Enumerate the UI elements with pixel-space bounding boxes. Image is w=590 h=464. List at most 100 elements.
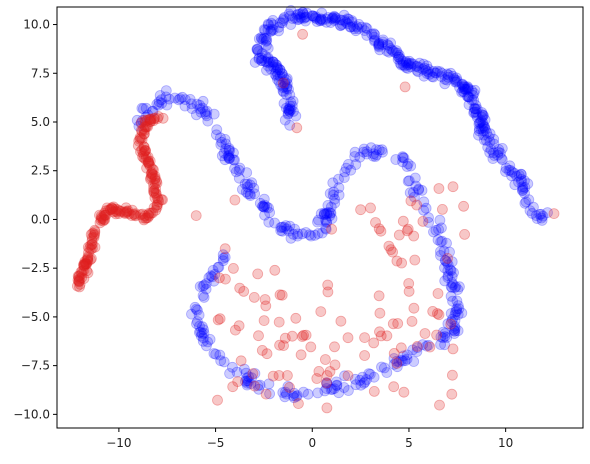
data-point: [418, 204, 430, 216]
data-point: [462, 81, 474, 93]
data-point: [212, 314, 224, 326]
data-point: [284, 119, 296, 131]
data-point: [439, 255, 451, 266]
data-point: [219, 154, 231, 166]
data-point: [368, 385, 380, 397]
data-point: [448, 73, 460, 85]
data-point: [517, 184, 528, 196]
data-point: [417, 215, 429, 227]
data-point: [338, 382, 350, 393]
data-point: [283, 225, 295, 237]
data-point: [347, 21, 359, 32]
data-point: [103, 204, 114, 216]
data-point: [452, 284, 464, 296]
data-point: [418, 196, 430, 208]
data-point: [506, 170, 518, 182]
data-point: [227, 381, 239, 393]
data-point: [280, 388, 292, 400]
data-point: [397, 56, 409, 67]
data-point: [442, 69, 454, 81]
data-point: [405, 61, 417, 73]
data-point: [173, 94, 185, 106]
data-point: [198, 291, 210, 303]
data-point: [442, 270, 454, 282]
data-point: [485, 143, 497, 155]
data-point: [320, 13, 332, 25]
data-point: [142, 151, 154, 163]
data-point: [264, 207, 276, 218]
data-point: [449, 309, 461, 321]
data-point: [315, 306, 327, 318]
data-point: [291, 390, 303, 401]
data-point: [319, 385, 331, 397]
data-point: [515, 173, 527, 185]
data-point: [326, 383, 338, 395]
data-point: [285, 232, 297, 244]
data-point: [437, 332, 449, 344]
data-point: [395, 354, 407, 366]
data-point: [331, 379, 343, 391]
data-point: [135, 124, 147, 136]
data-point: [385, 37, 397, 49]
data-point: [139, 114, 151, 126]
data-point: [345, 164, 357, 176]
data-point: [353, 18, 365, 30]
data-point: [256, 344, 268, 356]
data-point: [82, 241, 94, 253]
data-point: [283, 8, 295, 20]
data-point: [475, 115, 487, 127]
data-point: [446, 282, 458, 293]
data-point: [441, 332, 453, 343]
data-point: [381, 39, 393, 50]
data-point: [229, 154, 240, 166]
data-point: [402, 63, 414, 74]
data-point: [321, 216, 333, 228]
data-point: [336, 14, 348, 26]
data-point: [261, 348, 273, 360]
data-point: [338, 172, 350, 184]
data-point: [87, 238, 98, 250]
data-point: [462, 82, 474, 94]
data-point: [329, 359, 341, 371]
data-point: [252, 380, 264, 391]
data-point: [361, 374, 372, 385]
data-point: [263, 216, 275, 228]
data-point: [137, 115, 148, 126]
data-point: [458, 83, 470, 95]
data-point: [277, 77, 289, 89]
data-point: [474, 117, 486, 128]
data-point: [312, 387, 324, 399]
data-point: [281, 83, 293, 94]
data-point: [435, 236, 447, 248]
data-point: [397, 59, 409, 71]
data-point: [400, 57, 412, 69]
data-point: [186, 98, 197, 110]
data-point: [398, 350, 410, 362]
data-point: [200, 108, 212, 120]
data-point: [278, 221, 290, 233]
data-point: [283, 83, 294, 95]
data-point: [519, 181, 531, 193]
data-point: [456, 86, 468, 98]
data-point: [473, 118, 485, 130]
data-point: [462, 91, 474, 103]
data-point: [447, 181, 459, 193]
data-point: [229, 324, 241, 336]
data-point: [428, 226, 439, 238]
data-point: [308, 10, 320, 22]
data-point: [515, 168, 527, 180]
data-point: [397, 156, 409, 168]
data-point: [296, 331, 308, 342]
data-point: [233, 172, 245, 184]
data-point: [447, 343, 459, 355]
data-point: [439, 331, 451, 342]
data-point: [138, 141, 150, 153]
data-point: [390, 45, 402, 56]
data-point: [370, 144, 382, 156]
data-point: [373, 39, 385, 50]
data-point: [242, 181, 254, 193]
data-point: [413, 62, 425, 73]
data-point: [325, 384, 337, 395]
data-point: [348, 23, 360, 35]
data-point: [278, 98, 290, 109]
